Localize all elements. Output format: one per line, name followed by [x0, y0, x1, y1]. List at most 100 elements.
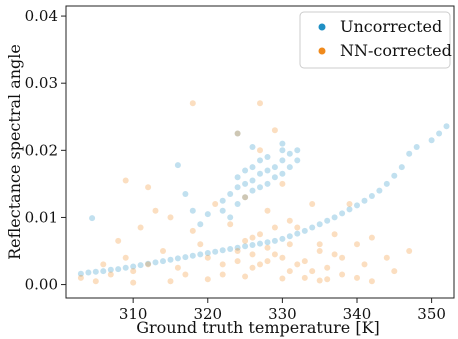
- series-uncorrected: [77, 123, 450, 277]
- data-point: [324, 217, 331, 224]
- data-point: [242, 194, 249, 201]
- data-point: [242, 243, 249, 250]
- data-point: [189, 227, 196, 234]
- data-point: [227, 214, 234, 221]
- data-point: [145, 261, 152, 268]
- legend-label-nn-corrected: NN-corrected: [340, 41, 452, 60]
- data-point: [413, 144, 420, 150]
- data-point: [294, 147, 301, 154]
- data-point: [294, 230, 301, 237]
- data-point: [354, 202, 360, 209]
- data-point: [204, 276, 211, 283]
- data-point: [286, 150, 293, 157]
- data-point: [130, 263, 137, 270]
- data-point: [234, 248, 241, 254]
- data-point: [219, 271, 226, 278]
- data-point: [271, 164, 278, 171]
- data-point: [257, 240, 263, 247]
- data-point: [174, 162, 181, 169]
- y-tick-label: 0.00: [25, 276, 58, 294]
- data-point: [406, 150, 413, 157]
- series-nn-corrected: [77, 100, 413, 286]
- data-point: [316, 248, 323, 254]
- data-point: [264, 180, 271, 187]
- data-point: [242, 167, 249, 174]
- data-point: [160, 258, 166, 265]
- data-point: [309, 268, 316, 275]
- data-point: [115, 237, 122, 244]
- x-tick-label: 320: [193, 305, 222, 323]
- points-layer: [77, 100, 450, 286]
- data-point: [443, 123, 450, 130]
- data-point: [324, 264, 331, 271]
- data-point: [234, 184, 241, 191]
- data-point: [257, 231, 263, 238]
- data-point: [406, 248, 413, 254]
- data-point: [301, 274, 308, 281]
- data-point: [227, 246, 234, 252]
- data-point: [152, 259, 159, 266]
- x-axis-title: Ground truth temperature [K]: [136, 318, 380, 337]
- data-point: [204, 211, 211, 218]
- data-point: [189, 252, 196, 259]
- data-point: [130, 279, 137, 286]
- data-point: [264, 167, 271, 174]
- data-point: [391, 172, 398, 179]
- data-point: [197, 221, 204, 228]
- data-point: [234, 201, 241, 207]
- data-point: [279, 170, 286, 177]
- data-point: [234, 258, 241, 265]
- data-point: [234, 174, 241, 181]
- data-point: [174, 255, 181, 262]
- data-point: [331, 251, 338, 258]
- data-point: [286, 233, 293, 240]
- data-point: [219, 261, 226, 268]
- data-point: [361, 261, 368, 268]
- data-point: [145, 184, 152, 191]
- data-point: [227, 191, 234, 197]
- y-tick-label: 0.04: [25, 7, 58, 25]
- data-point: [89, 215, 96, 222]
- data-point: [271, 237, 278, 244]
- data-point: [286, 268, 293, 275]
- data-point: [264, 244, 271, 251]
- data-point: [242, 180, 249, 187]
- data-point: [279, 254, 286, 261]
- legend-box: [299, 11, 451, 69]
- data-point: [309, 201, 316, 207]
- data-point: [271, 251, 278, 258]
- data-point: [152, 207, 159, 214]
- data-point: [122, 177, 129, 184]
- data-point: [331, 231, 338, 238]
- data-point: [376, 187, 383, 194]
- data-point: [339, 271, 346, 278]
- data-point: [301, 227, 308, 234]
- data-point: [257, 100, 263, 107]
- data-point: [167, 214, 174, 221]
- y-axis: 0.00 0.01 0.02 0.03 0.04: [25, 7, 66, 294]
- data-point: [316, 241, 323, 248]
- data-point: [100, 268, 107, 275]
- data-point: [257, 170, 263, 177]
- data-point: [316, 221, 323, 228]
- data-point: [279, 147, 286, 154]
- data-point: [189, 100, 196, 107]
- data-point: [271, 127, 278, 134]
- data-point: [257, 147, 263, 154]
- data-point: [77, 270, 84, 277]
- data-point: [92, 278, 99, 285]
- data-point: [346, 206, 353, 213]
- data-point: [271, 224, 278, 231]
- data-point: [107, 266, 114, 273]
- data-point: [85, 269, 92, 276]
- data-point: [242, 237, 249, 244]
- data-point: [286, 241, 293, 248]
- data-point: [234, 244, 241, 251]
- data-point: [197, 241, 204, 248]
- x-tick-label: 310: [119, 305, 148, 323]
- data-point: [212, 248, 219, 255]
- data-point: [368, 278, 375, 285]
- data-point: [257, 157, 263, 164]
- data-point: [249, 234, 256, 241]
